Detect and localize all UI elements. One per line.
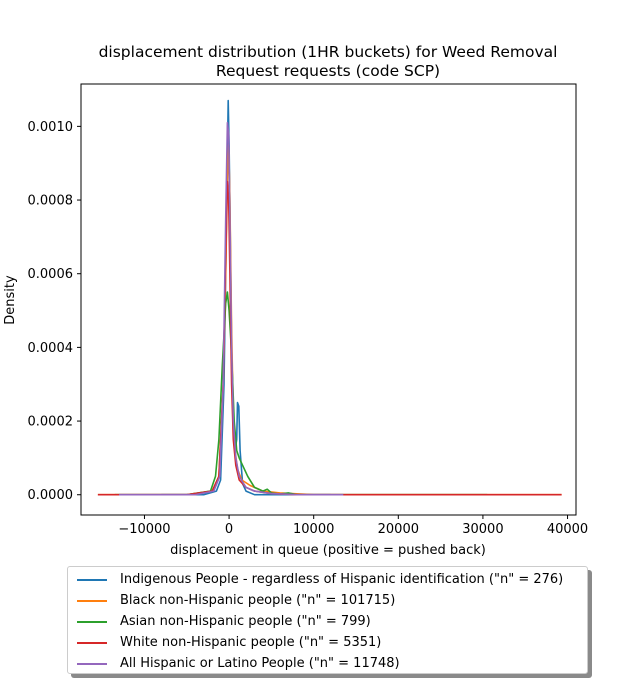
- chart-title-line2: Request requests (code SCP): [216, 62, 440, 80]
- legend-item: White non-Hispanic people ("n" = 5351): [68, 632, 587, 653]
- x-tick-label: 10000: [293, 522, 334, 537]
- series-line-3: [97, 180, 562, 496]
- x-tick-label: 30000: [462, 522, 503, 537]
- x-axis-ticks: −10000 0 10000 20000 30000 40000: [118, 515, 588, 537]
- series-line-4: [119, 121, 344, 496]
- legend-swatch: [77, 578, 107, 581]
- y-tick-label: 0.0006: [28, 267, 74, 282]
- legend-item: Black non-Hispanic people ("n" = 101715): [68, 590, 587, 611]
- legend-item: Asian non-Hispanic people ("n" = 799): [68, 611, 587, 632]
- legend-item: All Hispanic or Latino People ("n" = 117…: [68, 653, 587, 674]
- series-line-1: [97, 144, 562, 496]
- series-line-2: [114, 291, 488, 496]
- legend-swatch: [77, 599, 107, 602]
- legend-swatch: [77, 620, 107, 623]
- legend-label: All Hispanic or Latino People ("n" = 117…: [120, 656, 400, 671]
- density-chart: displacement distribution (1HR buckets) …: [3, 43, 588, 558]
- legend-item: Indigenous People - regardless of Hispan…: [68, 569, 587, 590]
- series-lines: [97, 99, 562, 496]
- y-tick-label: 0.0002: [28, 415, 74, 430]
- series-line-0: [161, 99, 331, 496]
- legend-label: Indigenous People - regardless of Hispan…: [120, 572, 564, 587]
- legend-swatch: [77, 662, 107, 665]
- y-tick-label: 0.0010: [28, 120, 74, 135]
- chart-legend: Indigenous People - regardless of Hispan…: [67, 566, 588, 674]
- legend-label: Asian non-Hispanic people ("n" = 799): [120, 614, 371, 629]
- x-tick-label: 20000: [378, 522, 419, 537]
- plot-area-frame: [80, 83, 577, 516]
- chart-title-line1: displacement distribution (1HR buckets) …: [99, 43, 558, 61]
- x-tick-label: 40000: [547, 522, 588, 537]
- y-tick-label: 0.0004: [28, 341, 74, 356]
- legend-label: White non-Hispanic people ("n" = 5351): [120, 635, 382, 650]
- y-axis-ticks: 0.0000 0.0002 0.0004 0.0006 0.0008 0.0010: [28, 120, 81, 503]
- x-tick-label: −10000: [118, 522, 170, 537]
- x-tick-label: 0: [225, 522, 233, 537]
- legend-label: Black non-Hispanic people ("n" = 101715): [120, 593, 396, 608]
- x-axis-label: displacement in queue (positive = pushed…: [170, 543, 486, 558]
- y-tick-label: 0.0008: [28, 194, 74, 209]
- y-axis-label: Density: [3, 275, 18, 325]
- y-tick-label: 0.0000: [28, 488, 74, 503]
- legend-swatch: [77, 641, 107, 644]
